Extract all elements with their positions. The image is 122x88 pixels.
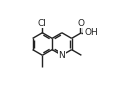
Text: N: N (59, 51, 65, 60)
Text: O: O (78, 19, 85, 28)
Text: Cl: Cl (38, 19, 47, 28)
Text: OH: OH (84, 28, 98, 37)
